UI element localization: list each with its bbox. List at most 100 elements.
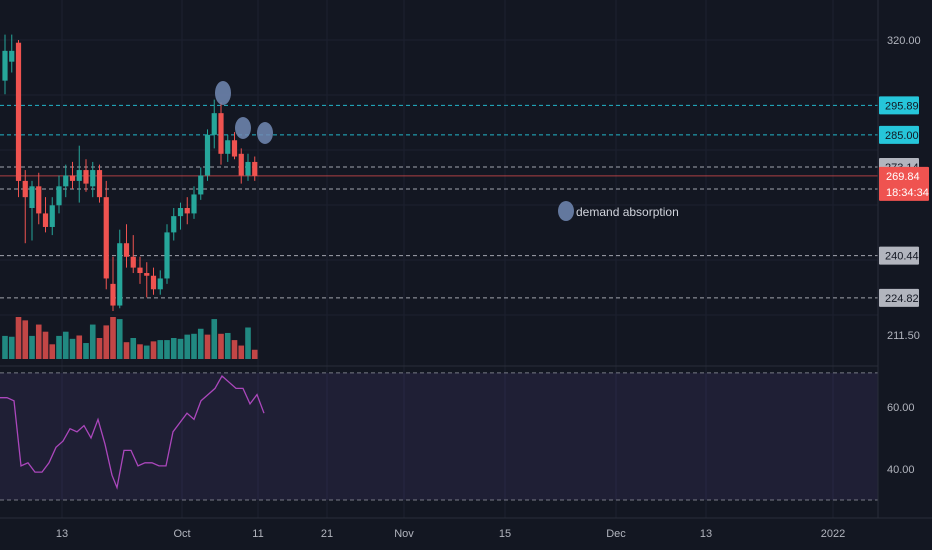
time-tick-label: Dec <box>606 528 626 540</box>
candle-body <box>164 232 170 279</box>
volume-bar <box>116 319 123 359</box>
volume-bar <box>143 345 150 359</box>
price-tag-box <box>879 246 919 265</box>
candle-body <box>29 186 35 208</box>
volume-bar <box>231 340 238 359</box>
price-tick-label: 320.00 <box>887 35 921 47</box>
candle-body <box>22 180 28 198</box>
annotation-demand-absorption[interactable]: demand absorption <box>558 201 679 221</box>
candle-body <box>103 197 109 279</box>
candle-body <box>83 170 89 184</box>
volume-bar <box>204 334 211 359</box>
price-tag: 295.89 <box>879 96 919 115</box>
volume-bar <box>150 341 157 359</box>
candle-body <box>63 175 69 187</box>
candle-body <box>49 205 55 227</box>
candle-body <box>177 208 184 217</box>
candle-body <box>90 170 96 187</box>
time-axis[interactable]: 13 Oct 11 21 Nov 15 Dec 13 2022 <box>56 528 845 540</box>
level-lines <box>0 104 878 299</box>
candle-body <box>191 194 197 214</box>
candle-body <box>184 208 190 214</box>
candle-body <box>198 175 204 195</box>
volume-bar <box>29 335 35 359</box>
price-tag: 285.00 <box>879 125 919 144</box>
volume-bar <box>184 334 191 359</box>
candle-body <box>211 113 217 135</box>
candle-body <box>42 213 49 227</box>
volume-bar <box>130 338 137 359</box>
volume-bar <box>224 332 231 359</box>
candle-body <box>225 140 231 154</box>
candle-body <box>69 175 76 181</box>
price-tick-label: 211.50 <box>887 330 920 342</box>
time-tick-label: 13 <box>700 528 712 540</box>
time-tick-label: 15 <box>499 528 511 540</box>
volume-bar <box>218 333 224 359</box>
candle-body <box>204 134 211 176</box>
price-tag-label: 240.44 <box>885 251 919 263</box>
candle-body <box>76 170 82 181</box>
volume-bar <box>96 338 103 359</box>
time-tick-label: 21 <box>321 528 333 540</box>
volume-bar <box>238 345 245 359</box>
candle-body <box>171 216 177 233</box>
volume-bar <box>76 335 83 359</box>
volume-bar <box>245 327 251 359</box>
current-price-tag: 269.84 18:34:34 <box>879 166 929 201</box>
volume-bar <box>177 338 184 359</box>
volume-bar <box>49 344 56 359</box>
volume-bar <box>137 344 143 359</box>
price-tag-label: 295.89 <box>885 100 919 112</box>
rsi-band <box>0 372 878 500</box>
time-tick-label: Nov <box>394 528 414 540</box>
rsi-tick-label: 60.00 <box>887 402 915 414</box>
price-tag-box <box>879 125 919 144</box>
volume-bar <box>157 340 164 359</box>
volume-bar <box>8 336 15 359</box>
volume-bar <box>170 338 177 359</box>
candle-body <box>252 161 258 176</box>
time-tick-label: 13 <box>56 528 68 540</box>
time-tick-label: Oct <box>173 528 190 540</box>
peak-marker <box>215 81 231 105</box>
candle-body <box>56 186 62 206</box>
candles[interactable] <box>2 34 258 311</box>
grid-layer <box>0 0 878 518</box>
volume-bar <box>103 325 110 359</box>
price-axis[interactable]: 320.00 211.50 <box>887 35 921 342</box>
candle-body <box>96 170 103 198</box>
current-price-label: 269.84 <box>886 171 920 183</box>
peak-marker <box>257 122 273 144</box>
candle-body <box>150 275 157 290</box>
current-price-box <box>879 166 929 201</box>
volume-bar <box>251 349 258 359</box>
candle-body <box>123 243 130 257</box>
volume-bar <box>83 343 89 359</box>
candle-body <box>238 153 244 176</box>
candle-body <box>117 243 123 306</box>
candle-body <box>9 50 15 62</box>
peak-marker <box>235 117 251 139</box>
candle-body <box>157 278 163 290</box>
rsi-pane[interactable] <box>0 372 878 501</box>
candle-body <box>130 256 136 268</box>
candle-body <box>15 42 22 181</box>
volume-bar <box>56 335 62 359</box>
volume-bar <box>42 331 49 359</box>
volume-bar <box>89 324 96 359</box>
volume-bar <box>191 333 197 359</box>
annotation-marker <box>558 201 574 221</box>
volume-bar <box>211 319 218 359</box>
candle-body <box>231 140 238 157</box>
volume-bar <box>110 317 116 359</box>
markers <box>215 81 273 144</box>
volume-bar <box>197 328 204 359</box>
candle-body <box>36 186 42 214</box>
volume-bar <box>15 317 22 359</box>
annotation-label: demand absorption <box>576 205 679 219</box>
volume-bar <box>62 331 69 359</box>
rsi-axis[interactable]: 60.00 40.00 <box>887 402 915 476</box>
price-tag: 224.82 <box>879 288 919 307</box>
